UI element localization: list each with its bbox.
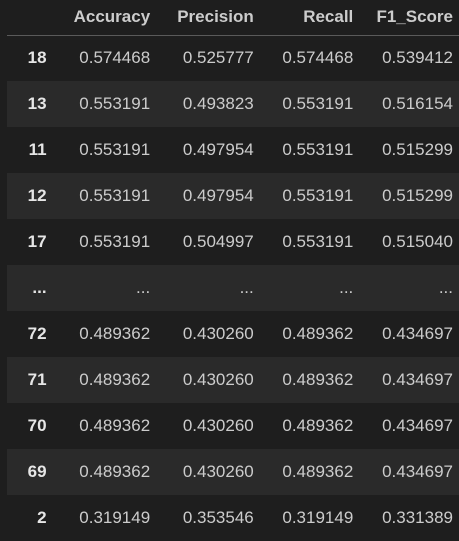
row-index: 17	[27, 232, 47, 251]
table-row: 70 0.489362 0.430260 0.489362 0.434697	[7, 403, 459, 449]
row-index: 69	[27, 462, 47, 481]
row-index: ...	[32, 278, 47, 297]
recall-cell: 0.489362	[282, 416, 354, 435]
precision-cell: 0.525777	[182, 48, 254, 68]
precision-cell: 0.430260	[182, 324, 254, 343]
precision-cell: 0.493823	[182, 94, 254, 113]
precision-column-header: Precision	[156, 0, 260, 36]
accuracy-cell: 0.553191	[79, 232, 151, 251]
table-body: 18 0.574468 0.525777 0.574468 0.539412 1…	[7, 35, 459, 541]
table-row: 71 0.489362 0.430260 0.489362 0.434697	[7, 357, 459, 403]
table-row: 12 0.553191 0.497954 0.553191 0.515299	[7, 173, 459, 219]
precision-cell: 0.497954	[182, 186, 254, 205]
accuracy-cell: 0.489362	[79, 416, 151, 435]
precision-cell: ...	[239, 278, 254, 297]
table-row: 72 0.489362 0.430260 0.489362 0.434697	[7, 311, 459, 357]
table-row: 2 0.319149 0.353546 0.319149 0.331389	[7, 495, 459, 541]
f1-score-cell: 0.434697	[382, 462, 453, 481]
row-index: 71	[27, 370, 47, 389]
recall-column-header: Recall	[259, 0, 360, 36]
table-row: 18 0.574468 0.525777 0.574468 0.539412	[7, 35, 459, 81]
precision-cell: 0.430260	[182, 462, 254, 481]
accuracy-cell: 0.489362	[79, 462, 151, 481]
accuracy-cell: 0.553191	[79, 140, 151, 159]
recall-cell: ...	[339, 278, 354, 297]
f1-score-cell: 0.515040	[382, 232, 453, 251]
accuracy-cell: 0.574468	[79, 48, 151, 68]
row-index: 72	[27, 324, 47, 343]
f1-score-column-header: F1_Score	[359, 0, 459, 36]
precision-cell: 0.497954	[182, 140, 254, 159]
index-column-header	[7, 0, 53, 36]
precision-cell: 0.353546	[182, 508, 254, 527]
recall-cell: 0.574468	[282, 48, 354, 68]
recall-cell: 0.553191	[282, 232, 354, 251]
table-row: 13 0.553191 0.493823 0.553191 0.516154	[7, 81, 459, 127]
row-index: 18	[27, 48, 47, 68]
f1-score-cell: 0.515299	[382, 140, 453, 159]
f1-score-cell: 0.331389	[382, 508, 453, 527]
f1-score-cell: 0.434697	[382, 416, 453, 435]
table-header: Accuracy Precision Recall F1_Score	[7, 0, 459, 36]
f1-score-cell: 0.539412	[382, 48, 453, 68]
table-row: 17 0.553191 0.504997 0.553191 0.515040	[7, 219, 459, 265]
table-row: 11 0.553191 0.497954 0.553191 0.515299	[7, 127, 459, 173]
accuracy-column-header: Accuracy	[52, 0, 157, 36]
accuracy-cell: 0.553191	[79, 186, 151, 205]
recall-cell: 0.489362	[282, 462, 354, 481]
accuracy-cell: 0.553191	[79, 94, 151, 113]
recall-cell: 0.319149	[282, 508, 354, 527]
row-index: 13	[27, 94, 47, 113]
precision-cell: 0.430260	[182, 416, 254, 435]
accuracy-cell: 0.489362	[79, 370, 151, 389]
header-row: Accuracy Precision Recall F1_Score	[7, 0, 459, 36]
precision-cell: 0.504997	[182, 232, 254, 251]
f1-score-cell: 0.515299	[382, 186, 453, 205]
recall-cell: 0.553191	[282, 94, 354, 113]
row-index: 12	[27, 186, 47, 205]
f1-score-cell: 0.516154	[382, 94, 453, 113]
recall-cell: 0.553191	[282, 140, 354, 159]
table-row: 69 0.489362 0.430260 0.489362 0.434697	[7, 449, 459, 495]
precision-cell: 0.430260	[182, 370, 254, 389]
accuracy-cell: ...	[136, 278, 151, 297]
f1-score-cell: ...	[438, 278, 453, 297]
row-index: 70	[27, 416, 47, 435]
recall-cell: 0.489362	[282, 324, 354, 343]
row-index: 11	[28, 140, 47, 159]
ellipsis-row: ... ... ... ... ...	[7, 265, 459, 311]
f1-score-cell: 0.434697	[382, 370, 453, 389]
recall-cell: 0.489362	[282, 370, 354, 389]
accuracy-cell: 0.319149	[79, 508, 151, 527]
f1-score-cell: 0.434697	[382, 324, 453, 343]
row-index: 2	[37, 508, 47, 527]
recall-cell: 0.553191	[282, 186, 354, 205]
metrics-table: Accuracy Precision Recall F1_Score 18 0.…	[7, 0, 459, 541]
accuracy-cell: 0.489362	[79, 324, 151, 343]
